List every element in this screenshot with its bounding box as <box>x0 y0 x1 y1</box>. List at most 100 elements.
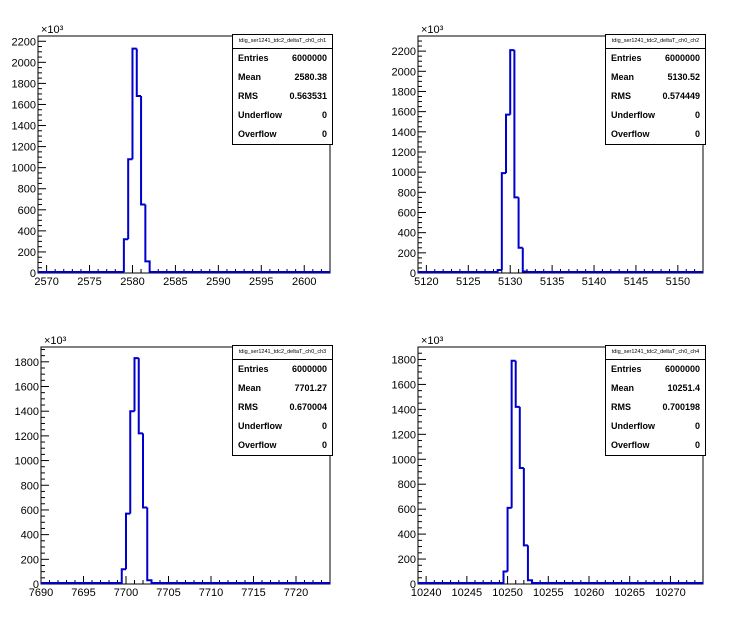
histogram-bin <box>526 545 533 584</box>
x-tick-label: 10260 <box>574 587 605 599</box>
y-tick-label: 1400 <box>392 404 416 416</box>
stats-row: Overflow 0 <box>606 436 705 455</box>
x-tick-label: 5145 <box>624 276 648 288</box>
y-tick-label: 800 <box>21 480 39 492</box>
stats-row: Entries 6000000 <box>606 360 705 379</box>
stats-row: Underflow 0 <box>606 106 705 125</box>
stats-label: Mean <box>238 72 262 82</box>
y-tick-label: 1800 <box>12 78 36 90</box>
x-tick-label: 2585 <box>163 276 187 288</box>
stats-value: 0 <box>694 110 700 120</box>
x-tick-label: 5140 <box>582 276 606 288</box>
y-tick-label: 1800 <box>392 354 416 366</box>
y-tick-label: 800 <box>398 479 416 491</box>
histogram-bin <box>510 359 516 508</box>
stats-value: 0 <box>694 421 700 431</box>
y-tick-label: 1200 <box>15 431 39 443</box>
stats-value: 2580.38 <box>294 72 327 82</box>
x-tick-label: 7720 <box>284 587 308 599</box>
stats-title: tdig_ser1241_tdc2_deltaT_ch0_ch4 <box>606 346 705 360</box>
x-tick-label: 2570 <box>34 276 58 288</box>
x-tick-label: 10270 <box>655 587 686 599</box>
stats-box: tdig_ser1241_tdc2_deltaT_ch0_ch1 Entries 6… <box>232 34 333 145</box>
y-tick-label: 1400 <box>15 406 39 418</box>
stats-box: tdig_ser1241_tdc2_deltaT_ch0_ch3 Entries 6… <box>232 345 333 456</box>
stats-row: RMS 0.574449 <box>606 87 705 106</box>
stats-row: Underflow 0 <box>233 417 332 436</box>
histogram-bin <box>118 270 124 273</box>
y-tick-label: 400 <box>398 228 416 240</box>
stats-value: 0.574449 <box>662 91 700 101</box>
histogram-bin <box>133 357 139 412</box>
y-tick-label: 600 <box>398 207 416 219</box>
y-tick-label: 600 <box>21 505 39 517</box>
y-tick-label: 2200 <box>392 46 416 58</box>
histogram-bin <box>506 506 512 572</box>
stats-row: RMS 0.700198 <box>606 398 705 417</box>
x-tick-label: 5150 <box>666 276 690 288</box>
stats-row: Overflow 0 <box>233 436 332 455</box>
stats-label: Overflow <box>611 440 650 450</box>
histogram-bin <box>135 48 142 98</box>
stats-label: RMS <box>238 402 258 412</box>
histogram-bin <box>131 47 137 160</box>
x-tick-label: 5130 <box>498 276 522 288</box>
stats-label: Underflow <box>611 421 655 431</box>
y-tick-label: 1200 <box>392 429 416 441</box>
stats-label: RMS <box>611 91 631 101</box>
y-tick-label: 1600 <box>12 99 36 111</box>
histogram-bin <box>517 197 523 249</box>
y-tick-label: 1400 <box>392 127 416 139</box>
stats-row: Entries 6000000 <box>233 360 332 379</box>
stats-value: 6000000 <box>291 364 327 374</box>
histogram-bin <box>518 406 524 469</box>
x-tick-label: 5120 <box>414 276 438 288</box>
stats-row: Mean 2580.38 <box>233 68 332 87</box>
stats-value: 0 <box>694 129 700 139</box>
stats-label: Mean <box>238 383 262 393</box>
histogram-bin <box>522 467 528 547</box>
stats-value: 5130.52 <box>667 72 700 82</box>
y-tick-label: 1000 <box>392 454 416 466</box>
stats-label: Overflow <box>611 129 650 139</box>
stats-label: Entries <box>611 53 642 63</box>
y-tick-label: 400 <box>21 530 39 542</box>
stats-row: Mean 7701.27 <box>233 379 332 398</box>
y-tick-label: 2000 <box>392 66 416 78</box>
y-exponent-label: ×10³ <box>41 24 64 36</box>
histogram-bin <box>144 204 151 273</box>
stats-value: 0 <box>321 440 327 450</box>
stats-row: RMS 0.670004 <box>233 398 332 417</box>
stats-label: Mean <box>611 383 635 393</box>
x-tick-label: 10245 <box>452 587 483 599</box>
stats-row: Underflow 0 <box>233 106 332 125</box>
stats-row: Overflow 0 <box>233 125 332 144</box>
stats-label: Mean <box>611 72 635 82</box>
stats-label: Underflow <box>238 110 282 120</box>
histogram-bin <box>142 433 148 509</box>
stats-title: tdig_ser1241_tdc2_deltaT_ch0_ch1 <box>233 35 332 49</box>
y-tick-label: 1000 <box>15 456 39 468</box>
x-tick-label: 10250 <box>492 587 523 599</box>
y-tick-label: 0 <box>33 579 39 591</box>
y-tick-label: 1800 <box>15 357 39 369</box>
histogram-panel-2: 5120 5125 5130 5135 5140 5145 5150 0 200 400 600 80… <box>392 24 704 288</box>
y-tick-label: 800 <box>18 184 36 196</box>
stats-row: Entries 6000000 <box>606 49 705 68</box>
y-tick-label: 1400 <box>12 121 36 133</box>
stats-row: RMS 0.563531 <box>233 87 332 106</box>
histogram-bin <box>122 238 129 272</box>
stats-value: 0 <box>321 421 327 431</box>
stats-row: Overflow 0 <box>606 125 705 144</box>
x-tick-label: 5135 <box>540 276 564 288</box>
histogram-bin <box>146 507 153 584</box>
stats-value: 0 <box>694 440 700 450</box>
stats-row: Entries 6000000 <box>233 49 332 68</box>
stats-label: Underflow <box>238 421 282 431</box>
stats-title: tdig_ser1241_tdc2_deltaT_ch0_ch3 <box>233 346 332 360</box>
y-tick-label: 1600 <box>15 382 39 394</box>
stats-value: 6000000 <box>664 53 700 63</box>
y-tick-label: 1000 <box>392 167 416 179</box>
stats-value: 0 <box>321 110 327 120</box>
